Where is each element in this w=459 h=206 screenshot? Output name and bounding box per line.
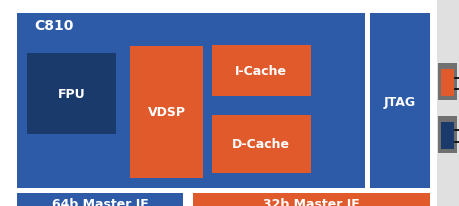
FancyBboxPatch shape xyxy=(17,193,183,206)
Text: I-Cache: I-Cache xyxy=(234,65,286,77)
FancyBboxPatch shape xyxy=(440,123,453,149)
FancyBboxPatch shape xyxy=(369,14,429,188)
Text: C810: C810 xyxy=(34,19,74,33)
FancyBboxPatch shape xyxy=(211,45,310,97)
FancyBboxPatch shape xyxy=(437,64,456,101)
FancyBboxPatch shape xyxy=(193,193,429,206)
FancyBboxPatch shape xyxy=(440,70,453,97)
Text: VDSP: VDSP xyxy=(147,106,185,119)
Text: 64b Master IF: 64b Master IF xyxy=(52,198,148,206)
FancyBboxPatch shape xyxy=(437,116,456,153)
FancyBboxPatch shape xyxy=(211,115,310,173)
FancyBboxPatch shape xyxy=(27,54,116,134)
FancyBboxPatch shape xyxy=(0,0,436,206)
FancyBboxPatch shape xyxy=(17,14,364,188)
FancyBboxPatch shape xyxy=(130,46,202,178)
Text: D-Cache: D-Cache xyxy=(231,138,289,151)
Text: 32b Master IF: 32b Master IF xyxy=(263,198,359,206)
Text: FPU: FPU xyxy=(57,87,85,100)
Text: JTAG: JTAG xyxy=(383,96,415,108)
